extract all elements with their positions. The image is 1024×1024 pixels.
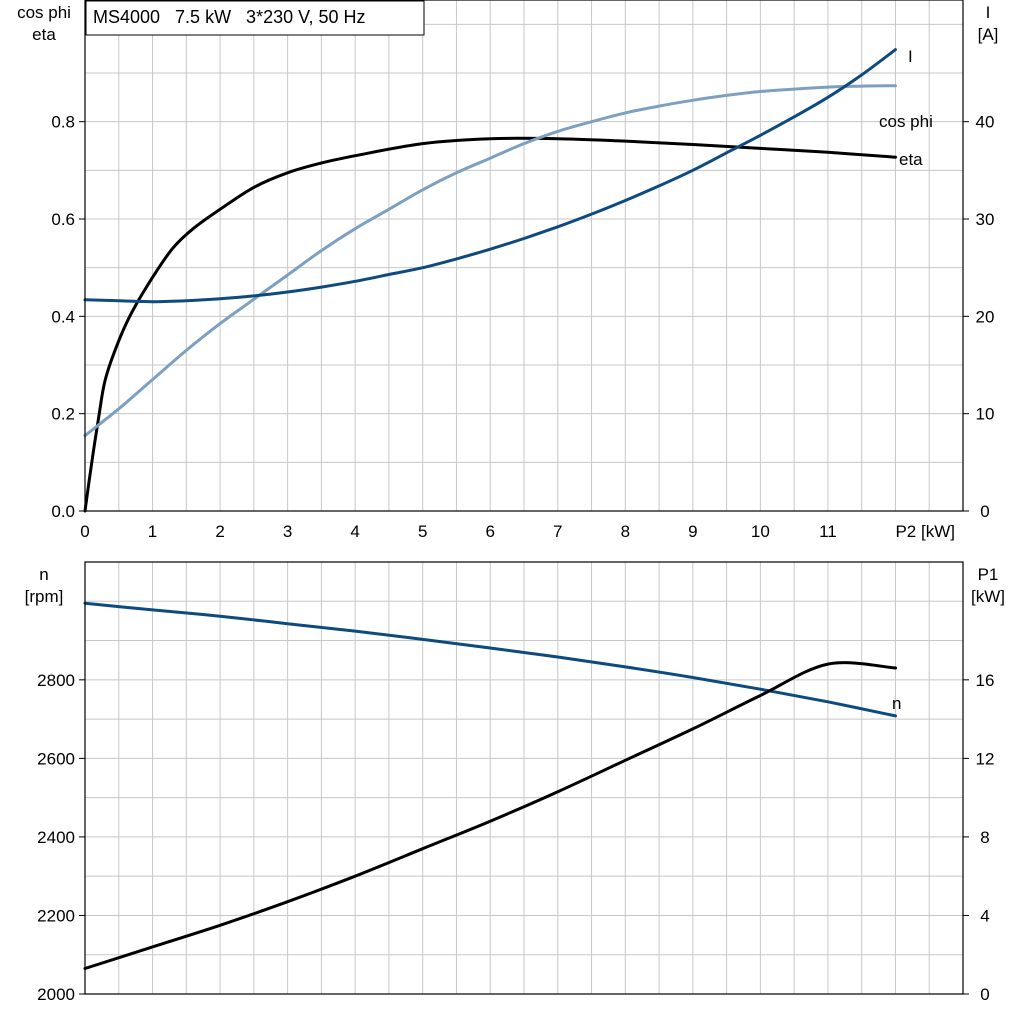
x-tick-label: 0	[80, 522, 89, 541]
x-tick-label: 7	[553, 522, 562, 541]
upper-left-axis-label: eta	[32, 25, 56, 44]
x-tick-label: 8	[621, 522, 630, 541]
lower-left-tick-label: 2600	[37, 749, 75, 768]
lower-left-tick-label: 2800	[37, 671, 75, 690]
lower-right-axis-label: P1	[978, 565, 999, 584]
x-tick-label: 11	[819, 522, 837, 541]
upper-right-tick-label: 10	[976, 405, 995, 424]
curve-p1	[83, 661, 897, 970]
chart-title-box	[85, 0, 425, 36]
chart-curves	[83, 48, 897, 970]
x-tick-label: 3	[283, 522, 292, 541]
upper-left-tick-label: 0.0	[51, 502, 75, 521]
lower-chart-frame	[84, 561, 964, 995]
curve-i	[83, 48, 897, 304]
lower-chart-grid	[85, 562, 963, 994]
lower-left-axis-label: n	[39, 565, 48, 584]
lower-right-tick-label: 16	[976, 671, 995, 690]
series-label-n: n	[892, 694, 901, 713]
upper-left-tick-label: 0.4	[51, 307, 75, 326]
x-tick-label: 2	[215, 522, 224, 541]
x-tick-label: 6	[485, 522, 494, 541]
chart-title: MS4000 7.5 kW 3*230 V, 50 Hz	[93, 7, 366, 27]
x-axis-label: P2 [kW]	[895, 522, 955, 541]
series-label-eta: eta	[899, 150, 923, 169]
lower-left-tick-label: 2400	[37, 828, 75, 847]
lower-right-tick-label: 4	[980, 906, 989, 925]
upper-left-tick-label: 0.2	[51, 405, 75, 424]
upper-right-axis-label: [A]	[978, 25, 999, 44]
series-label-cos-phi: cos phi	[879, 112, 933, 131]
x-tick-label: 9	[688, 522, 697, 541]
x-tick-label: 10	[751, 522, 770, 541]
x-tick-label: 5	[418, 522, 427, 541]
curve-eta	[83, 136, 897, 513]
upper-chart-grid	[85, 0, 963, 511]
upper-right-tick-label: 0	[980, 502, 989, 521]
upper-left-axis-label: cos phi	[17, 3, 71, 22]
lower-right-tick-label: 0	[980, 985, 989, 1004]
lower-right-tick-label: 8	[980, 828, 989, 847]
lower-left-tick-label: 2200	[37, 906, 75, 925]
curve-n	[83, 601, 897, 718]
lower-left-tick-label: 2000	[37, 985, 75, 1004]
series-label-i: I	[908, 47, 913, 66]
lower-right-axis-label: [kW]	[971, 587, 1005, 606]
upper-right-tick-label: 30	[976, 210, 995, 229]
x-tick-label: 1	[148, 522, 157, 541]
upper-chart-frame	[84, 0, 964, 512]
upper-right-tick-label: 20	[976, 307, 995, 326]
curve-cos-phi	[83, 84, 897, 438]
upper-left-tick-label: 0.6	[51, 210, 75, 229]
upper-right-tick-label: 40	[976, 113, 995, 132]
lower-left-axis-label: [rpm]	[25, 587, 64, 606]
x-tick-label: 4	[350, 522, 359, 541]
lower-right-tick-label: 12	[976, 749, 995, 768]
upper-left-tick-label: 0.8	[51, 113, 75, 132]
upper-right-axis-label: I	[986, 3, 991, 22]
